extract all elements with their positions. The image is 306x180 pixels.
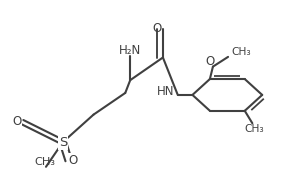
Text: S: S: [59, 136, 67, 149]
Text: H₂N: H₂N: [119, 44, 141, 57]
Text: CH₃: CH₃: [244, 123, 264, 134]
Text: CH₃: CH₃: [231, 48, 251, 57]
Text: O: O: [152, 22, 162, 35]
Text: O: O: [69, 154, 78, 167]
Text: HN: HN: [157, 85, 174, 98]
Text: O: O: [12, 115, 21, 128]
Text: O: O: [205, 55, 215, 68]
Text: CH₃: CH₃: [34, 157, 55, 167]
